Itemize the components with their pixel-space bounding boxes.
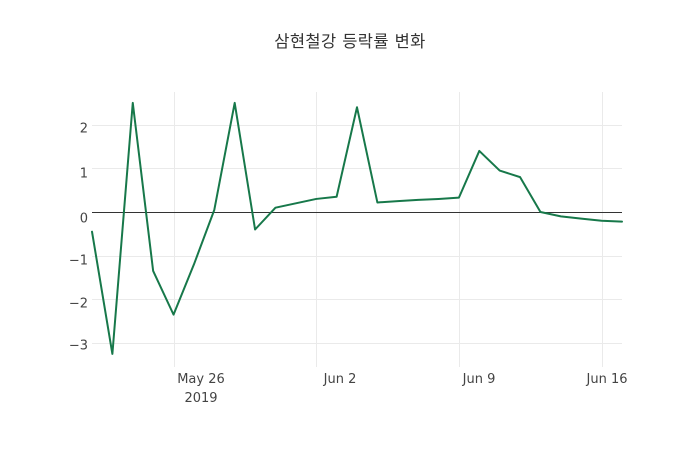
y-axis-tick-label-1: 1 — [79, 166, 88, 182]
x-axis-tick-label-jun16: Jun 16 — [586, 372, 628, 387]
y-axis-tick-label-2: 2 — [79, 121, 88, 137]
gridline-horizontal — [92, 299, 622, 301]
y-axis-tick-label-neg1: −1 — [68, 253, 88, 269]
line-series-svg — [91, 101, 623, 355]
plot-area — [91, 92, 623, 367]
page-title: 삼현철강 등락률 변화 — [274, 32, 426, 51]
gridline-horizontal — [92, 124, 622, 126]
gridline-vertical — [173, 92, 175, 367]
gridline-vertical — [316, 92, 318, 367]
y-axis-tick-label-neg2: −2 — [68, 296, 88, 312]
y-axis-tick-label-0: 0 — [79, 211, 88, 227]
y-axis-tick-label-neg3: −3 — [68, 338, 88, 354]
x-axis-tick-label-may26-date: May 26 — [177, 372, 225, 387]
gridline-horizontal — [92, 342, 622, 344]
x-axis-tick-label-jun2: Jun 2 — [323, 372, 357, 387]
gridline-horizontal — [92, 168, 622, 170]
gridline-horizontal — [92, 255, 622, 257]
x-axis-tick-label-jun9: Jun 9 — [462, 372, 496, 387]
x-axis-tick-label-may26-year: 2019 — [184, 390, 218, 406]
line-series-path — [91, 101, 623, 355]
x-axis-tick-label-may26: May 26 2019 — [177, 371, 225, 409]
zero-baseline — [92, 212, 622, 214]
gridline-vertical — [601, 92, 603, 367]
gridline-vertical — [458, 92, 460, 367]
